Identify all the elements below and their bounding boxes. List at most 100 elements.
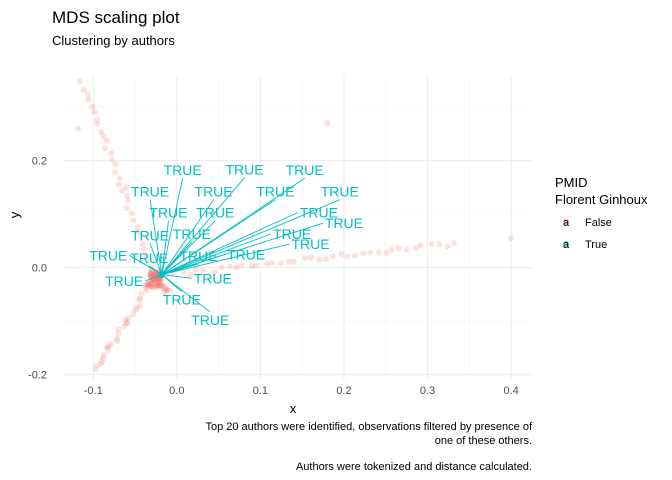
false-point [103,344,110,351]
false-point [149,270,156,277]
false-point [367,249,374,256]
false-point [508,235,515,242]
false-point [152,271,159,278]
false-point [134,305,141,312]
false-point [285,258,292,265]
false-point [148,284,155,291]
false-point [123,205,130,212]
false-point [150,277,157,284]
label-segment [161,212,299,275]
false-point [134,223,141,230]
false-point [322,256,329,263]
false-point [145,257,152,264]
false-point [153,277,160,284]
label-segment [161,233,272,276]
true-label: TRUE [164,162,202,178]
false-point [307,254,314,261]
false-point [129,311,136,318]
label-segment [161,199,214,275]
false-point [156,278,163,285]
false-point [403,246,410,253]
label-segment [161,274,192,279]
false-point [154,282,161,289]
false-point [145,282,152,289]
false-point [164,286,171,293]
false-point [109,156,116,163]
false-point [151,272,158,279]
false-point [152,275,159,282]
false-point [98,129,105,136]
true-label: TRUE [256,184,294,200]
false-point [152,284,159,291]
false-point [147,272,154,279]
y-tick-label: 0.2 [32,156,47,168]
false-point [253,262,260,269]
false-point [395,245,402,252]
false-points [75,78,515,373]
false-point [130,217,137,224]
false-point [84,91,91,98]
true-label: TRUE [227,246,265,262]
x-tick-label: 0.2 [336,385,351,397]
x-tick-labels: -0.1 0.0 0.1 0.2 0.3 0.4 [84,385,519,397]
false-point [149,279,156,286]
false-point [154,282,161,289]
false-point [417,242,424,249]
false-point [158,277,165,284]
true-label: TRUE [321,184,359,200]
false-point [143,287,150,294]
label-segment [161,243,290,276]
false-point [302,254,309,261]
false-point [123,184,130,191]
chart-subtitle: Clustering by authors [52,33,175,48]
grid-lines [64,75,532,380]
false-point [148,283,155,290]
false-point [163,288,170,295]
caption-line-1: Top 20 authors were identified, observat… [205,421,532,433]
true-label: TRUE [325,215,363,231]
false-point [122,317,129,324]
false-point [360,250,367,257]
label-segments [129,177,340,313]
false-point [155,278,162,285]
legend-key-glyph: a [563,239,570,251]
caption-line-4: Authors were tokenized and distance calc… [296,461,532,473]
false-point [114,335,121,342]
false-point [138,232,145,239]
false-point [76,78,83,85]
false-point [138,290,145,297]
false-point [444,243,451,250]
false-point [134,228,141,235]
false-point [200,266,207,273]
false-point [123,320,130,327]
false-point [75,125,82,132]
false-point [146,280,153,287]
false-point [316,256,323,263]
true-label: TRUE [89,247,127,263]
false-point [227,263,234,270]
false-point [119,187,126,194]
false-point [156,282,163,289]
false-point [192,266,199,273]
false-point [98,358,105,365]
false-point [114,337,121,344]
false-point [147,272,154,279]
false-point [139,241,146,248]
false-point [100,355,107,362]
legend-key-point [562,240,570,248]
false-point [102,145,109,152]
true-label: TRUE [273,226,311,242]
false-point [94,116,101,123]
false-point [238,262,245,269]
x-tick-label: 0.3 [420,385,435,397]
false-point [115,181,122,188]
false-point [125,315,132,322]
false-point [162,286,169,293]
true-points [157,270,165,279]
y-tick-labels: -0.2 0.0 0.2 [28,156,47,382]
legend-title-line-2: Florent Ginhoux [555,192,648,207]
true-label: TRUE [286,162,324,178]
false-point [344,253,351,260]
false-point [351,252,358,259]
y-tick-label: -0.2 [28,370,47,382]
